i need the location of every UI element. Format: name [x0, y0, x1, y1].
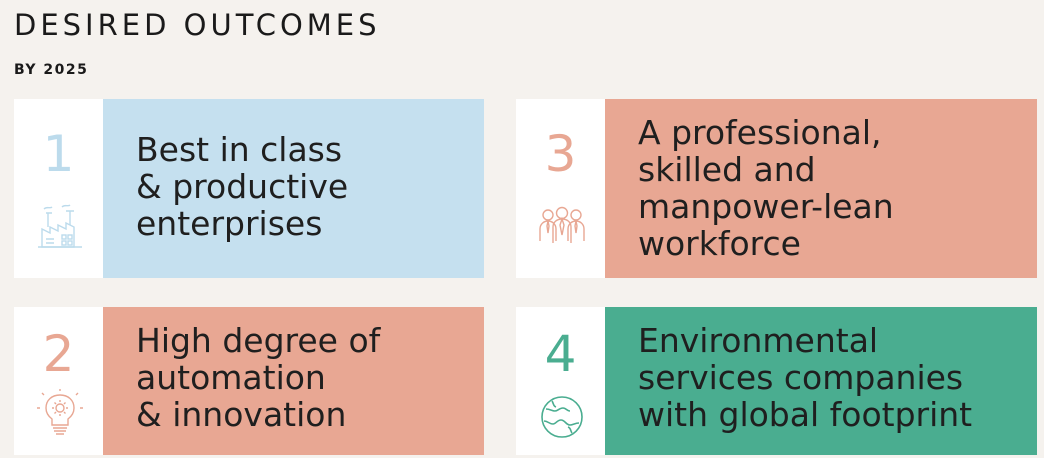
outcome-text-panel: Environmental services companies with gl… [605, 307, 1037, 455]
outcome-text: Best in class & productive enterprises [136, 130, 349, 243]
outcome-card-4: 4 Environmental services companies with … [516, 307, 1037, 455]
outcome-text: Environmental services companies with gl… [638, 320, 973, 434]
factory-icon [38, 204, 82, 248]
globe-icon [541, 396, 583, 438]
outcome-text-panel: Best in class & productive enterprises [103, 99, 484, 278]
outcome-card-2: 2 High degree of automation & innovation [14, 307, 484, 455]
outcome-icon-panel: 3 [516, 99, 605, 278]
outcome-text-panel: High degree of automation & innovation [103, 307, 484, 455]
outcome-text: High degree of automation & innovation [136, 320, 381, 434]
workforce-group-icon [539, 206, 585, 243]
outcome-number: 2 [42, 325, 75, 383]
outcome-card-1: 1 Best in class & productive enterprises [14, 99, 484, 278]
outcome-icon-panel: 1 [14, 99, 103, 278]
outcome-text: A professional, skilled and manpower-lea… [638, 112, 894, 263]
outcome-card-3: 3 A professional, skilled and manpower-l… [516, 99, 1037, 278]
outcome-icon-panel: 4 [516, 307, 605, 455]
outcome-number: 1 [42, 125, 75, 183]
page-title: DESIRED OUTCOMES [14, 8, 381, 42]
lightbulb-gear-icon [37, 389, 83, 435]
outcome-number: 3 [544, 125, 577, 183]
outcome-icon-panel: 2 [14, 307, 103, 455]
outcome-text-panel: A professional, skilled and manpower-lea… [605, 99, 1037, 278]
page-subtitle: BY 2025 [14, 62, 89, 78]
outcome-number: 4 [544, 325, 577, 383]
